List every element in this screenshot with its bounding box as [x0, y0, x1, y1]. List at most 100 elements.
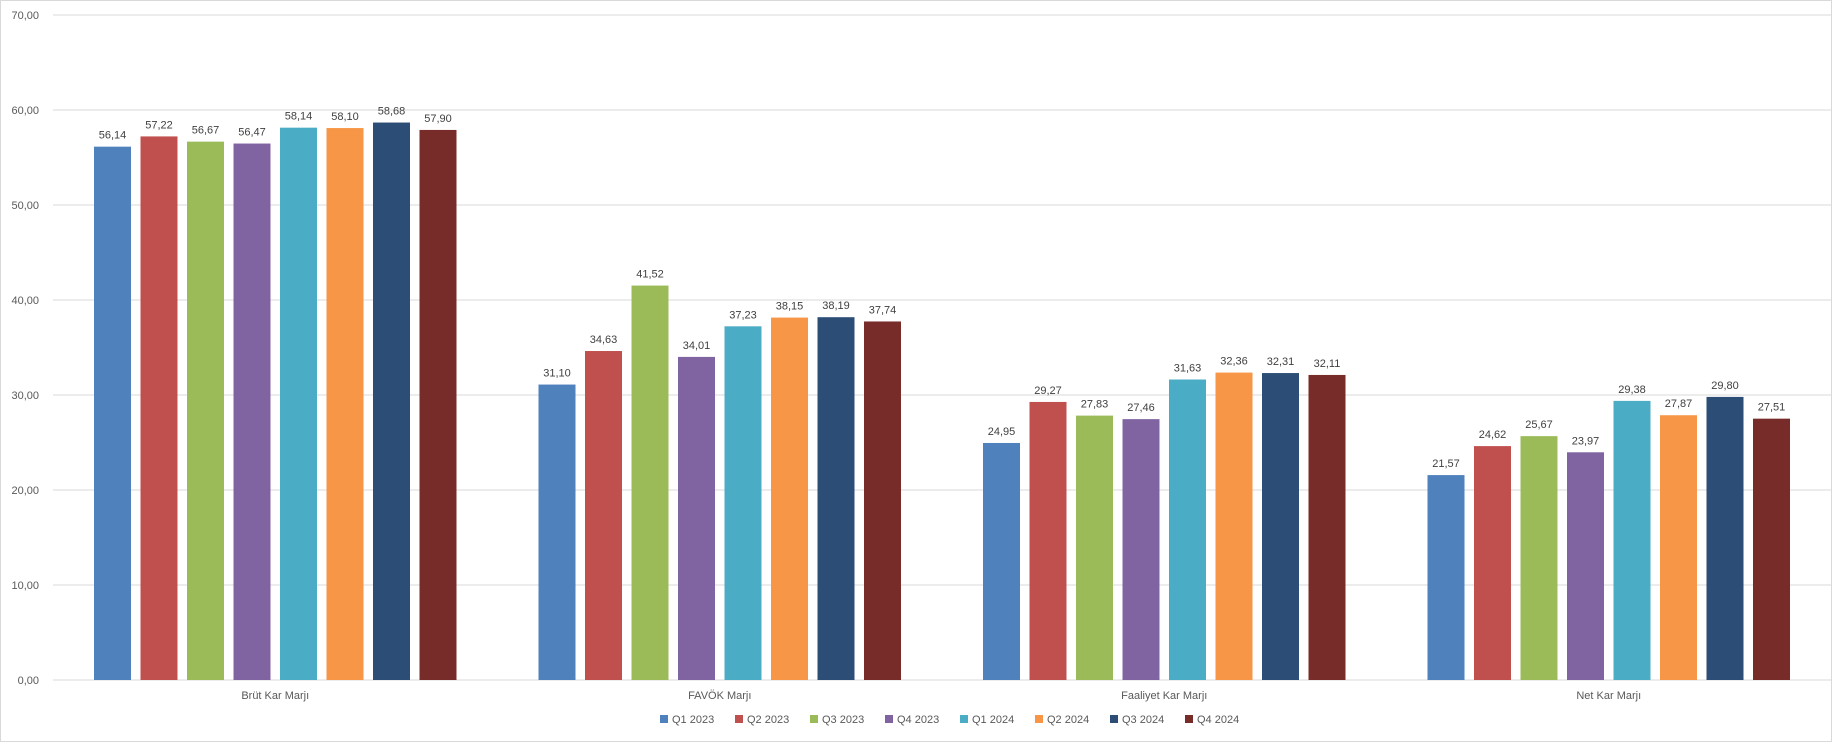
data-label: 57,90	[424, 113, 452, 125]
y-tick-label: 70,00	[11, 10, 39, 22]
data-label: 32,31	[1267, 356, 1295, 368]
legend-label: Q1 2023	[672, 714, 714, 726]
x-tick-label: FAVÖK Marjı	[688, 690, 751, 702]
bar	[1169, 379, 1206, 680]
data-label: 32,36	[1220, 356, 1248, 368]
bar	[187, 141, 224, 680]
bar	[1122, 419, 1160, 680]
bar	[678, 356, 715, 680]
x-tick-label: Brüt Kar Marjı	[241, 690, 309, 702]
legend-label: Q3 2023	[822, 714, 864, 726]
legend-label: Q1 2024	[972, 714, 1014, 726]
data-label: 58,10	[331, 111, 359, 123]
y-tick-label: 40,00	[11, 295, 39, 307]
data-label: 56,67	[192, 125, 220, 137]
y-tick-label: 60,00	[11, 105, 39, 117]
bar	[280, 127, 317, 681]
legend-swatch	[735, 715, 743, 723]
bars	[94, 122, 1790, 681]
bar	[1567, 452, 1604, 680]
bar	[1215, 372, 1253, 680]
data-label: 37,23	[729, 309, 757, 321]
bar	[373, 122, 410, 681]
y-tick-label: 0,00	[18, 675, 39, 687]
data-label: 27,87	[1665, 398, 1693, 410]
y-tick-label: 20,00	[11, 485, 39, 497]
bar	[233, 143, 271, 680]
data-label: 24,95	[988, 426, 1016, 438]
data-label: 29,27	[1034, 385, 1062, 397]
bar	[1308, 374, 1346, 680]
data-label: 24,62	[1479, 429, 1507, 441]
legend-label: Q4 2024	[1197, 714, 1239, 726]
legend-item: Q3 2024	[1110, 714, 1164, 726]
bar	[1262, 373, 1299, 680]
legend-swatch	[660, 715, 668, 723]
bar	[1427, 475, 1465, 680]
data-label: 23,97	[1572, 435, 1600, 447]
legend-swatch	[1110, 715, 1118, 723]
legend-swatch	[1035, 715, 1043, 723]
legend-item: Q3 2023	[810, 714, 864, 726]
data-label: 58,14	[285, 111, 313, 123]
legend: Q1 2023 Q2 2023 Q3 2023 Q4 2023 Q1 2024 Q2 20…	[660, 714, 1239, 726]
bar	[326, 128, 364, 681]
bar	[94, 146, 131, 681]
data-label: 37,74	[869, 304, 897, 316]
bar	[1029, 401, 1067, 680]
data-label: 29,38	[1618, 384, 1646, 396]
bar	[538, 384, 576, 680]
bar	[631, 285, 669, 680]
legend-label: Q2 2023	[747, 714, 789, 726]
data-label: 41,52	[636, 269, 664, 281]
bar	[1520, 436, 1558, 680]
legend-item: Q1 2023	[660, 714, 714, 726]
legend-item: Q1 2024	[960, 714, 1014, 726]
legend-swatch	[885, 715, 893, 723]
legend-item: Q4 2024	[1185, 714, 1239, 726]
data-label: 56,47	[238, 127, 266, 139]
bar	[983, 442, 1020, 680]
legend-swatch	[810, 715, 818, 723]
bar	[1474, 446, 1511, 680]
data-label: 38,19	[822, 300, 850, 312]
bar	[140, 136, 178, 680]
x-tick-label: Faaliyet Kar Marjı	[1121, 690, 1207, 702]
bar	[1660, 415, 1697, 680]
bar	[771, 317, 808, 680]
data-labels: 56,14 57,22 56,67 56,47 58,14 58,10 58,68 57,90…	[99, 106, 1786, 471]
data-label: 56,14	[99, 130, 127, 142]
legend-item: Q2 2024	[1035, 714, 1089, 726]
bar	[817, 317, 855, 680]
data-label: 34,01	[683, 340, 711, 352]
bar	[1613, 400, 1651, 680]
bar	[1706, 396, 1744, 680]
x-tick-label: Net Kar Marjı	[1576, 690, 1641, 702]
legend-item: Q2 2023	[735, 714, 789, 726]
bar	[724, 326, 762, 680]
legend-label: Q3 2024	[1122, 714, 1164, 726]
bar	[1753, 418, 1790, 680]
data-label: 34,63	[590, 334, 618, 346]
data-label: 27,46	[1127, 402, 1155, 414]
data-label: 38,15	[776, 301, 804, 313]
data-label: 32,11	[1314, 358, 1341, 370]
bar	[864, 321, 901, 680]
bar	[419, 129, 457, 680]
legend-item: Q4 2023	[885, 714, 939, 726]
bar	[1076, 415, 1113, 680]
data-label: 27,83	[1081, 399, 1109, 411]
y-axis-ticks: 0,00 10,00 20,00 30,00 40,00 50,00 60,00 70,00	[11, 10, 39, 687]
data-label: 25,67	[1525, 419, 1553, 431]
gridlines	[53, 14, 1831, 681]
data-label: 31,10	[543, 368, 571, 380]
x-axis-ticks: Brüt Kar Marjı FAVÖK Marjı Faaliyet Kar Ma…	[241, 690, 1641, 702]
legend-label: Q2 2024	[1047, 714, 1089, 726]
data-label: 57,22	[145, 119, 173, 131]
data-label: 31,63	[1174, 363, 1202, 375]
legend-label: Q4 2023	[897, 714, 939, 726]
data-label: 58,68	[378, 106, 406, 118]
data-label: 27,51	[1758, 402, 1786, 414]
